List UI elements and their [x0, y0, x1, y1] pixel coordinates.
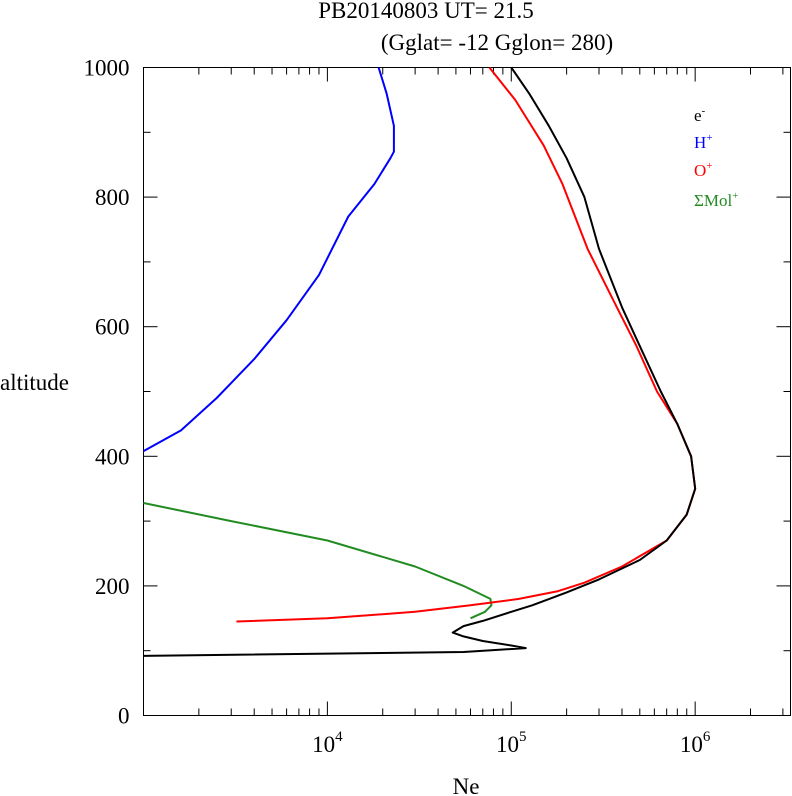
- legend-entry: O+: [694, 160, 713, 180]
- legend: e- H+ O+ ΣMol+: [694, 105, 738, 210]
- y-tick-label: 1000: [84, 56, 130, 81]
- x-tick-labels: 104 105 106: [312, 729, 711, 757]
- y-tick-label: 600: [95, 315, 130, 340]
- y-tick-label: 200: [95, 574, 130, 599]
- chart-title: PB20140803 UT= 21.5: [318, 0, 534, 23]
- x-tick-label: 106: [680, 729, 711, 757]
- y-axis-ticks: [143, 67, 791, 716]
- series-line: [143, 67, 395, 452]
- series-line: [143, 66, 697, 657]
- y-tick-label: 400: [95, 444, 130, 469]
- series-line: [236, 66, 697, 623]
- x-axis-label: Ne: [453, 774, 480, 796]
- legend-entry: H+: [694, 132, 713, 152]
- legend-entry: e-: [694, 105, 706, 125]
- series-line: [143, 502, 493, 620]
- y-tick-label: 0: [118, 704, 130, 729]
- y-tick-label: 800: [95, 185, 130, 210]
- y-tick-labels: 0 200 400 600 800 1000: [84, 56, 130, 729]
- x-tick-label: 104: [312, 729, 343, 757]
- x-axis-ticks: [198, 67, 784, 716]
- chart-subtitle: (Gglat= -12 Gglon= 280): [381, 30, 613, 55]
- y-axis-label: altitude: [0, 370, 69, 395]
- x-tick-label: 105: [496, 729, 527, 757]
- series-lines: [143, 66, 697, 657]
- legend-entry: ΣMol+: [694, 190, 738, 210]
